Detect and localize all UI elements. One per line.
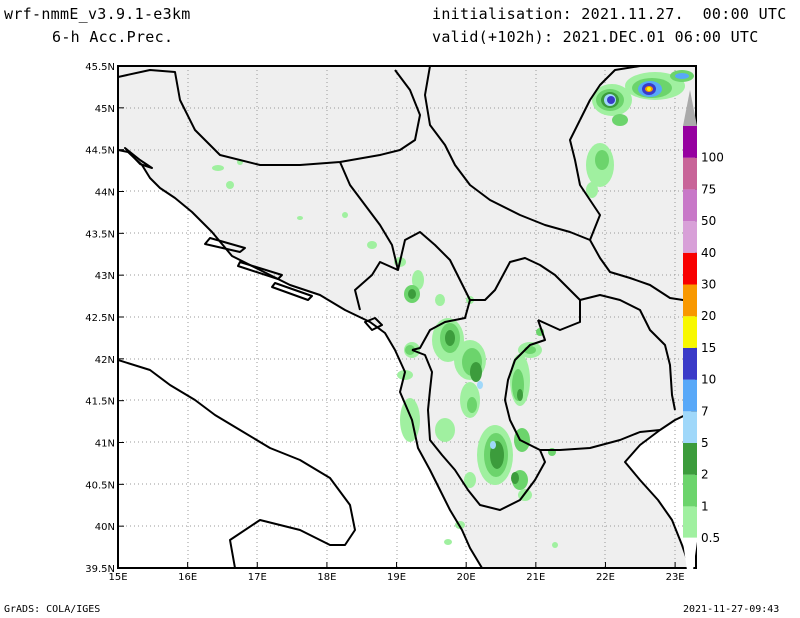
boundaries [118,66,696,568]
lat-tick-label: 43N [95,271,115,282]
lon-tick-label: 18E [317,572,336,583]
valid-time: valid(+102h): 2021.DEC.01 06:00 UTC [432,28,759,46]
colorbar-label: 1 [701,499,709,513]
footer-credit: GrADS: COLA/IGES [4,604,101,615]
lat-tick-label: 45N [95,104,115,115]
lon-tick-label: 19E [387,572,406,583]
lon-tick-label: 20E [457,572,476,583]
colorbar-swatch [683,316,697,348]
colorbar-label: 40 [701,246,716,260]
colorbar-label: 100 [701,151,724,165]
lon-tick-label: 17E [248,572,267,583]
colorbar-label: 15 [701,341,716,355]
lon-tick-label: 23E [666,572,685,583]
lat-tick-label: 40N [95,522,115,533]
model-title: wrf-nmmE_v3.9.1-e3km [4,5,191,23]
aegean-sea [625,410,696,568]
colorbar-swatch [683,347,697,380]
lat-tick-label: 42N [95,355,115,366]
colorbar-label: 0.5 [701,531,720,545]
colorbar-over-arrow [683,90,697,126]
colorbar-swatch [683,189,697,222]
colorbar-swatch [683,379,697,412]
axis-labels: 45.5N 45N 44.5N 44N 43.5N 43N 42.5N 42N 41.5N 41N… [85,62,684,583]
lat-tick-label: 41.5N [85,397,115,408]
colorbar-swatch [683,252,697,285]
init-time: initialisation: 2021.11.27. 00:00 UTC [432,5,787,23]
tyrrhenian-sea [118,360,355,568]
lat-tick-label: 39.5N [85,564,115,575]
colorbar-label: 2 [701,468,709,482]
lat-tick-label: 45.5N [85,62,115,73]
lon-tick-label: 16E [178,572,197,583]
lat-tick-label: 42.5N [85,313,115,324]
colorbar-swatch [683,221,697,253]
colorbar-label: 10 [701,373,716,387]
lat-tick-label: 44N [95,188,115,199]
lat-tick-label: 43.5N [85,229,115,240]
colorbar-label: 75 [701,182,716,196]
lat-tick-label: 40.5N [85,480,115,491]
colorbar-label: 20 [701,309,716,323]
colorbar-swatch [683,411,697,443]
colorbar-label: 7 [701,404,709,418]
colorbar-swatch [683,506,697,539]
lat-tick-label: 41N [95,439,115,450]
lon-tick-label: 22E [596,572,615,583]
colorbar-under-arrow [682,537,698,589]
colorbar-swatch [683,126,697,158]
colorbar-label: 30 [701,278,716,292]
field-title: 6-h Acc.Prec. [52,28,174,46]
lat-tick-label: 44.5N [85,146,115,157]
colorbar-swatch [683,474,697,507]
footer-timestamp: 2021-11-27-09:43 [683,604,780,615]
colorbar-swatch [683,443,697,475]
lon-tick-label: 15E [108,572,127,583]
colorbar: 0.5 1 2 5 7 10 15 20 30 40 50 75 100 [682,90,724,589]
colorbar-label: 5 [701,436,709,450]
precip-patches [212,70,694,548]
colorbar-label: 50 [701,214,716,228]
lon-tick-label: 21E [526,572,545,583]
colorbar-swatch [683,284,697,317]
colorbar-swatch [683,157,697,190]
